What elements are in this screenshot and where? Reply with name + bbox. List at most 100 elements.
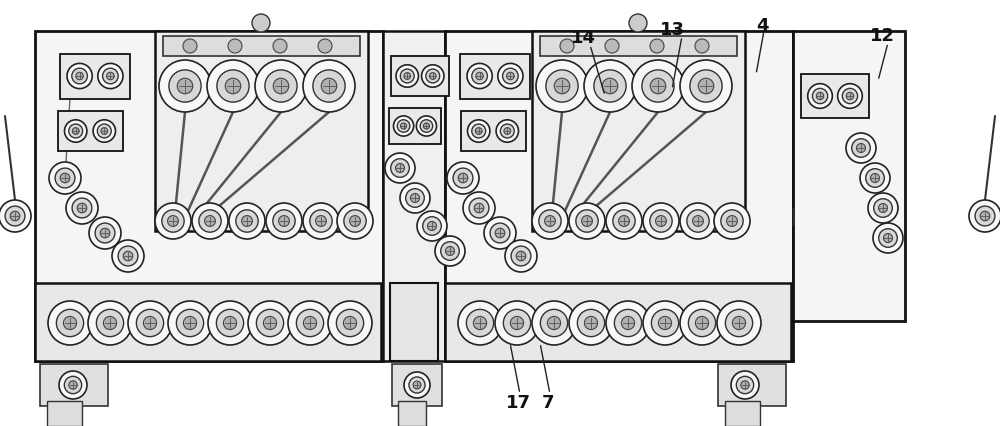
Circle shape	[208, 301, 252, 345]
Circle shape	[510, 317, 524, 330]
Circle shape	[475, 128, 482, 134]
Circle shape	[273, 210, 295, 232]
Circle shape	[619, 216, 629, 226]
Circle shape	[613, 210, 635, 232]
Circle shape	[980, 211, 990, 221]
Circle shape	[536, 60, 588, 112]
Circle shape	[63, 317, 77, 330]
Bar	[793, 31, 905, 321]
Circle shape	[629, 14, 647, 32]
Circle shape	[474, 203, 484, 213]
Circle shape	[884, 233, 893, 242]
Circle shape	[812, 88, 828, 104]
Circle shape	[547, 317, 561, 330]
Text: 7: 7	[542, 394, 554, 412]
Circle shape	[176, 309, 204, 337]
Circle shape	[103, 317, 117, 330]
Circle shape	[426, 69, 440, 83]
Circle shape	[732, 317, 746, 330]
Bar	[445, 31, 793, 361]
Circle shape	[879, 229, 897, 248]
Circle shape	[856, 144, 866, 153]
Circle shape	[103, 68, 118, 84]
Circle shape	[736, 376, 754, 394]
Circle shape	[846, 92, 854, 100]
Circle shape	[447, 162, 479, 194]
Circle shape	[72, 198, 92, 218]
Circle shape	[76, 72, 83, 80]
Circle shape	[540, 309, 568, 337]
Circle shape	[393, 116, 414, 136]
Circle shape	[496, 120, 518, 142]
Circle shape	[169, 70, 201, 102]
Circle shape	[539, 210, 561, 232]
Circle shape	[546, 70, 578, 102]
Circle shape	[569, 301, 613, 345]
Circle shape	[400, 183, 430, 213]
Bar	[60, 54, 130, 98]
Circle shape	[396, 65, 418, 87]
Circle shape	[273, 39, 287, 53]
Circle shape	[263, 317, 277, 330]
Circle shape	[417, 211, 447, 241]
Circle shape	[698, 78, 714, 94]
Circle shape	[490, 223, 510, 243]
Bar	[58, 111, 122, 151]
Bar	[725, 401, 760, 426]
Circle shape	[643, 203, 679, 239]
Circle shape	[413, 381, 421, 389]
Circle shape	[695, 317, 709, 330]
Circle shape	[256, 309, 284, 337]
Circle shape	[879, 204, 888, 213]
Circle shape	[159, 60, 211, 112]
Circle shape	[343, 317, 357, 330]
Circle shape	[265, 70, 297, 102]
Circle shape	[532, 203, 568, 239]
Circle shape	[504, 128, 511, 134]
Circle shape	[868, 193, 898, 223]
Circle shape	[435, 236, 465, 266]
Text: 14: 14	[570, 29, 596, 47]
Circle shape	[554, 78, 570, 94]
Bar	[801, 74, 869, 118]
Circle shape	[842, 88, 858, 104]
Circle shape	[560, 39, 574, 53]
Circle shape	[273, 78, 289, 94]
Circle shape	[95, 223, 115, 243]
Circle shape	[228, 39, 242, 53]
Circle shape	[416, 116, 437, 136]
Bar	[155, 31, 368, 231]
Circle shape	[192, 203, 228, 239]
Circle shape	[687, 210, 709, 232]
Circle shape	[199, 210, 221, 232]
Circle shape	[606, 301, 650, 345]
Circle shape	[123, 251, 133, 261]
Circle shape	[468, 120, 490, 142]
Circle shape	[467, 63, 492, 89]
Circle shape	[577, 309, 605, 337]
Circle shape	[650, 78, 666, 94]
Circle shape	[66, 192, 98, 224]
Circle shape	[582, 216, 592, 226]
Circle shape	[64, 120, 87, 142]
Circle shape	[303, 203, 339, 239]
Circle shape	[101, 128, 108, 134]
Circle shape	[396, 164, 404, 173]
Circle shape	[296, 309, 324, 337]
Circle shape	[873, 223, 903, 253]
Circle shape	[64, 376, 82, 394]
Circle shape	[503, 309, 531, 337]
Circle shape	[650, 210, 672, 232]
Circle shape	[423, 217, 441, 235]
Circle shape	[143, 317, 157, 330]
Circle shape	[643, 301, 687, 345]
Bar	[398, 401, 426, 426]
Circle shape	[242, 216, 252, 226]
Bar	[40, 364, 108, 406]
Circle shape	[569, 203, 605, 239]
Circle shape	[680, 203, 716, 239]
Circle shape	[318, 39, 332, 53]
Circle shape	[741, 381, 749, 389]
Circle shape	[255, 60, 307, 112]
Circle shape	[310, 210, 332, 232]
